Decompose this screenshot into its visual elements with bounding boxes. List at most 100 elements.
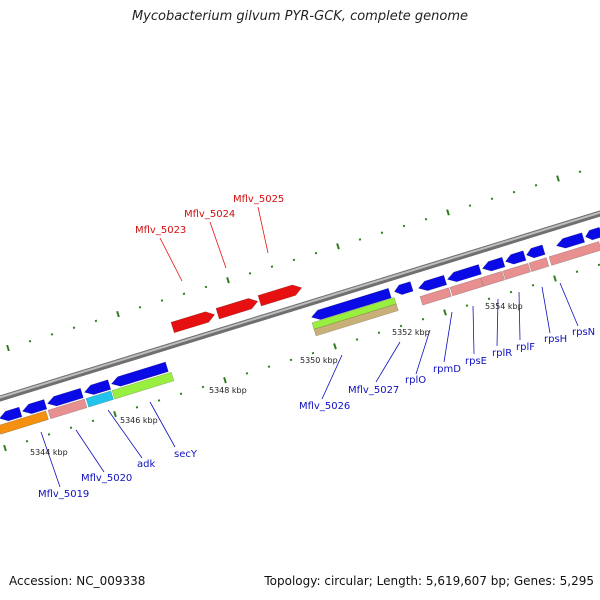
gene-pink-3[interactable] — [480, 270, 506, 287]
inner-tick — [333, 343, 337, 350]
gene-blue-c[interactable] — [46, 387, 84, 408]
leader-line — [75, 429, 105, 473]
inner-tick — [245, 372, 249, 375]
inner-tick — [135, 406, 139, 409]
inner-tick — [47, 433, 51, 436]
gene-blue-e[interactable] — [110, 361, 169, 389]
gene-label-rpsh[interactable]: rpsH — [544, 334, 567, 345]
leader-line — [415, 329, 431, 375]
gene-mflv-5026[interactable] — [310, 287, 392, 322]
gene-label-mflv-5023[interactable]: Mflv_5023 — [135, 225, 186, 236]
kbp-label-5344: 5344 kbp — [30, 448, 68, 457]
leader-line — [107, 409, 143, 459]
kbp-label-5348: 5348 kbp — [209, 386, 247, 395]
outer-tick — [204, 285, 208, 289]
gene-rpse-b[interactable] — [481, 256, 506, 273]
gene-rpsn-b[interactable] — [584, 226, 600, 241]
outer-tick — [402, 224, 406, 228]
gene-label-rplo[interactable]: rplO — [405, 375, 426, 386]
gene-rplf-b[interactable] — [525, 244, 546, 260]
gene-mflv-5025[interactable] — [257, 283, 303, 307]
inner-tick — [443, 309, 447, 316]
gene-mflv-5027-tan[interactable] — [313, 303, 399, 337]
gene-rpmd[interactable] — [446, 264, 482, 285]
gene-pink-1[interactable] — [419, 287, 452, 306]
gene-label-rplf[interactable]: rplF — [516, 342, 535, 353]
genome-title: Mycobacterium gilvum PYR-GCK, complete g… — [131, 9, 469, 24]
gene-secy[interactable] — [111, 371, 175, 400]
inner-tick — [3, 444, 7, 452]
leader-line — [518, 291, 521, 341]
outer-tick — [578, 170, 582, 173]
gene-mflv-5020[interactable] — [47, 398, 88, 420]
gene-label-adk[interactable]: adk — [137, 459, 155, 470]
inner-tick — [509, 290, 513, 294]
outer-tick — [468, 204, 472, 207]
outer-tick — [270, 265, 274, 268]
gene-rplr-b[interactable] — [504, 250, 527, 266]
gene-label-mflv-5025[interactable]: Mflv_5025 — [233, 194, 284, 205]
leader-line — [443, 311, 453, 363]
outer-tick — [182, 292, 186, 296]
gene-pink-2[interactable] — [449, 277, 484, 297]
inner-tick — [289, 358, 293, 362]
gene-label-rpmd[interactable]: rpmD — [433, 364, 461, 375]
gene-pink-5[interactable] — [528, 257, 550, 272]
outer-tick — [556, 175, 560, 182]
inner-tick — [113, 410, 117, 418]
inner-tick — [553, 275, 557, 282]
outer-tick — [336, 243, 340, 250]
outer-tick — [28, 339, 32, 343]
outer-tick — [248, 272, 252, 275]
gene-rpsh-b[interactable] — [555, 232, 586, 251]
gene-label-rplr[interactable]: rplR — [492, 348, 512, 359]
outer-tick — [50, 333, 54, 336]
inner-tick — [267, 365, 271, 368]
outer-tick — [94, 319, 98, 323]
leader-line — [209, 221, 227, 269]
gene-label-mflv-5027[interactable]: Mflv_5027 — [348, 385, 399, 396]
inner-tick — [25, 439, 29, 443]
kbp-label-5350: 5350 kbp — [300, 356, 338, 365]
label-leader-lines — [40, 206, 579, 488]
leader-line — [40, 431, 61, 488]
inner-tick — [487, 297, 491, 301]
gene-blue-f[interactable] — [393, 281, 414, 297]
kbp-label-5352: 5352 kbp — [392, 328, 430, 337]
outer-tick — [72, 326, 76, 329]
outer-tick — [446, 209, 450, 216]
outer-tick — [6, 344, 10, 352]
outer-tick — [534, 184, 538, 187]
gene-blue-b[interactable] — [21, 399, 48, 416]
outer-tick — [138, 306, 142, 309]
inner-tick — [69, 426, 73, 429]
gene-label-mflv-5020[interactable]: Mflv_5020 — [81, 473, 132, 484]
gene-blue-d[interactable] — [83, 379, 112, 397]
gene-pink-6[interactable] — [548, 241, 600, 266]
inner-tick-track — [3, 263, 600, 452]
gene-label-rpse[interactable]: rpsE — [465, 356, 487, 367]
gene-mflv-5024[interactable] — [215, 296, 259, 320]
gene-label-secy[interactable]: secY — [174, 449, 198, 460]
gene-blue-a[interactable] — [0, 406, 23, 423]
gene-label-rpsn[interactable]: rpsN — [572, 327, 595, 338]
gene-mflv-5019[interactable] — [0, 410, 49, 435]
gene-adk[interactable] — [85, 390, 114, 408]
outer-tick-track — [6, 170, 582, 352]
outer-tick — [490, 197, 494, 201]
gene-mflv-5023[interactable] — [170, 309, 216, 334]
gene-label-mflv-5019[interactable]: Mflv_5019 — [38, 489, 89, 500]
kbp-label-5346: 5346 kbp — [120, 416, 158, 425]
gene-pink-4[interactable] — [502, 262, 531, 280]
inner-tick — [311, 351, 315, 355]
outer-tick — [160, 299, 164, 302]
outer-tick — [116, 310, 120, 318]
outer-tick — [424, 217, 428, 221]
leader-line — [541, 286, 551, 334]
outer-tick — [380, 231, 384, 234]
gene-label-mflv-5026[interactable]: Mflv_5026 — [299, 401, 350, 412]
gene-rplo[interactable] — [417, 274, 448, 293]
gene-label-mflv-5024[interactable]: Mflv_5024 — [184, 209, 235, 220]
inner-tick — [421, 317, 425, 321]
